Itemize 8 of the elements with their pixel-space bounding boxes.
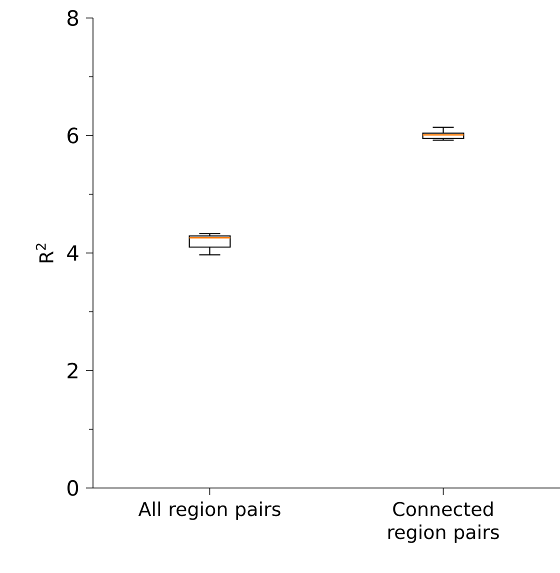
x-tick-label: All region pairs <box>138 502 280 520</box>
y-tick-label: 8 <box>67 10 78 26</box>
y-axis-title: R$^{2}$ <box>36 244 54 262</box>
y-tick-label: 6 <box>67 128 78 144</box>
y-tick-label: 0 <box>67 480 78 496</box>
y-tick-label: 2 <box>67 362 78 378</box>
y-tick-label: 4 <box>66 245 78 261</box>
x-tick-label: Connected region pairs <box>388 502 499 543</box>
